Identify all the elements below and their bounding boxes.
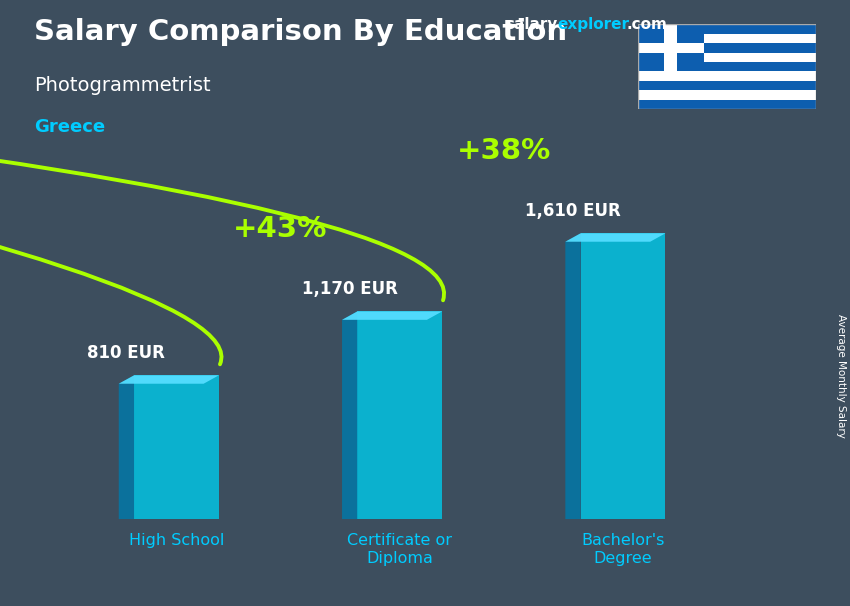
Polygon shape (342, 311, 357, 519)
Text: Certificate or
Diploma: Certificate or Diploma (348, 533, 452, 565)
Text: Greece: Greece (34, 118, 105, 136)
Polygon shape (565, 233, 581, 519)
Text: 810 EUR: 810 EUR (88, 344, 166, 362)
Text: 1,610 EUR: 1,610 EUR (525, 202, 620, 220)
Bar (638, 99, 816, 109)
Text: High School: High School (129, 533, 224, 548)
Bar (638, 24, 704, 72)
Bar (638, 90, 816, 99)
Polygon shape (565, 233, 666, 242)
Text: Photogrammetrist: Photogrammetrist (34, 76, 211, 95)
Bar (581, 233, 666, 519)
Bar (134, 375, 219, 519)
Text: Bachelor's
Degree: Bachelor's Degree (581, 533, 665, 565)
Text: explorer: explorer (558, 17, 630, 32)
Bar (638, 43, 704, 53)
Bar (638, 24, 816, 34)
Bar (638, 34, 816, 43)
Polygon shape (119, 375, 134, 519)
Bar (638, 62, 816, 72)
Bar (664, 24, 677, 72)
Polygon shape (342, 311, 442, 320)
Text: +43%: +43% (233, 215, 327, 243)
Bar (638, 53, 816, 62)
Text: Average Monthly Salary: Average Monthly Salary (836, 314, 846, 438)
Text: .com: .com (626, 17, 667, 32)
Bar (638, 43, 816, 53)
Text: Salary Comparison By Education: Salary Comparison By Education (34, 18, 567, 46)
Bar (638, 72, 816, 81)
Text: 1,170 EUR: 1,170 EUR (302, 280, 398, 298)
Bar (638, 81, 816, 90)
Bar (357, 311, 442, 519)
Text: +38%: +38% (456, 136, 551, 165)
Polygon shape (119, 375, 219, 384)
Text: salary: salary (506, 17, 558, 32)
